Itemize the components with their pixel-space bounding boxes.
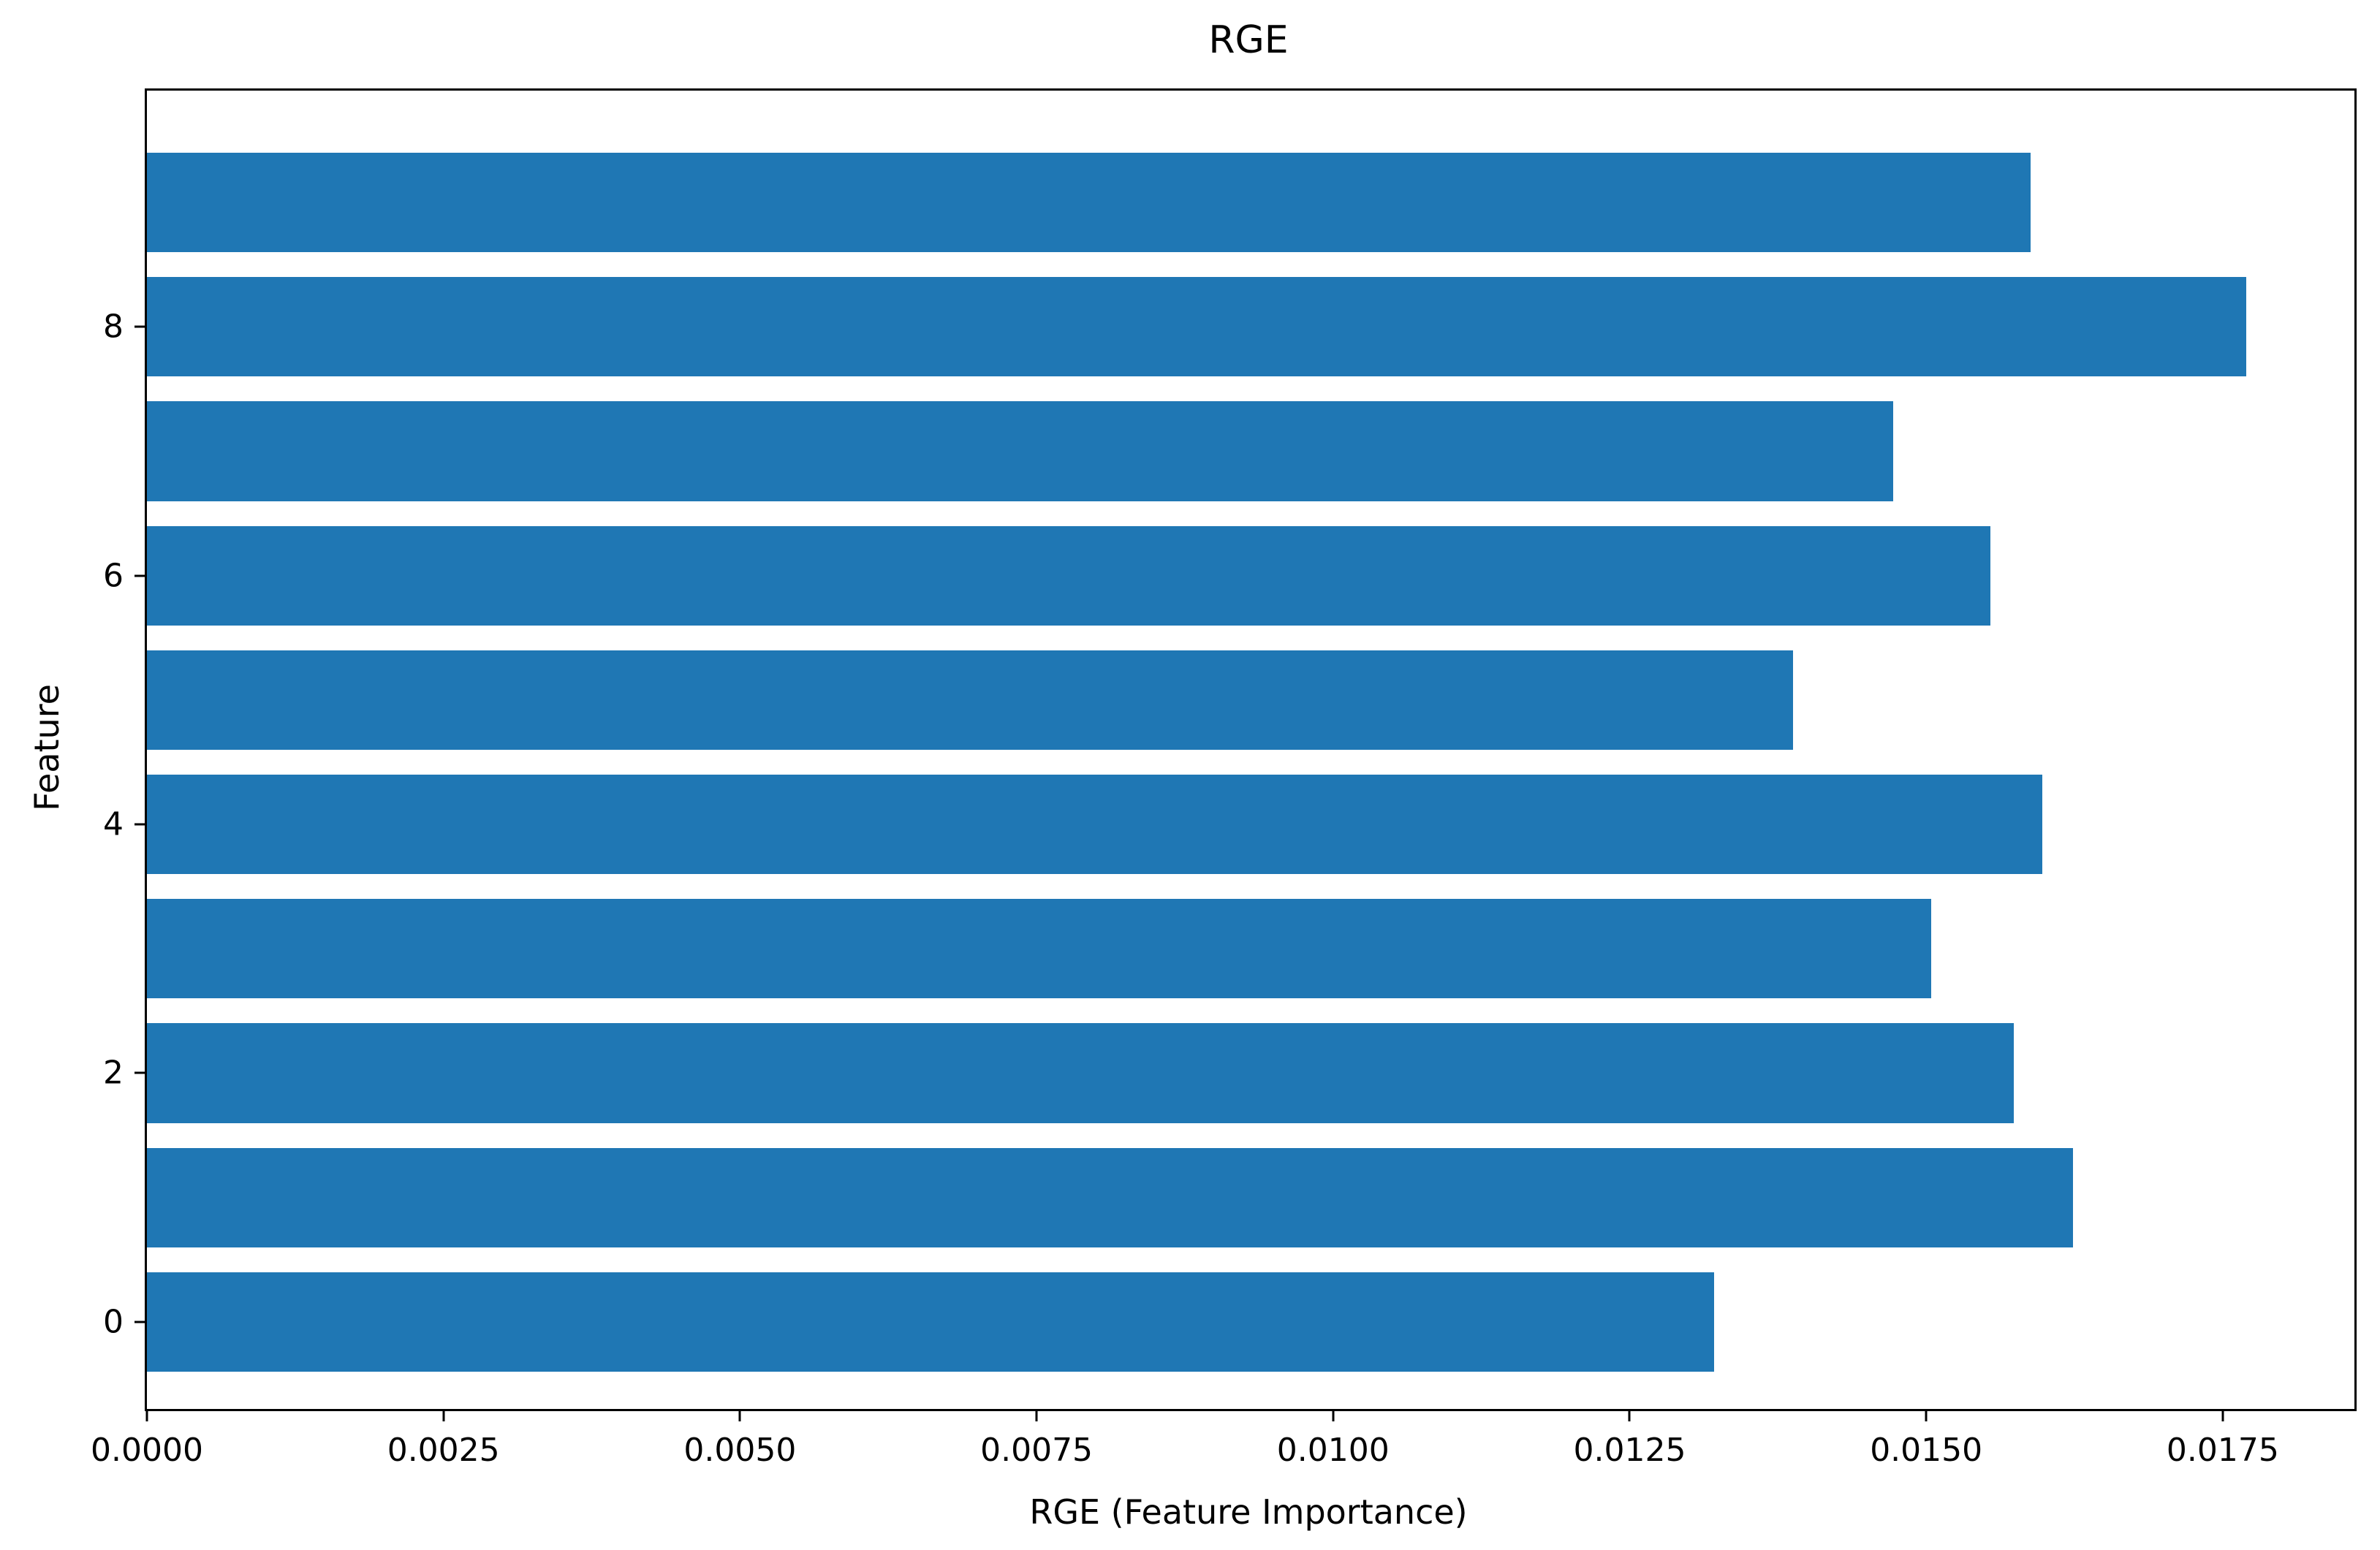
y-tick-mark [134,823,145,826]
bar-feature-7 [147,401,1893,501]
x-tick-mark [442,1411,445,1421]
y-tick-label: 2 [103,1054,124,1092]
bar-feature-5 [147,650,1794,750]
bar-feature-8 [147,277,2247,377]
bar-feature-2 [147,1023,2015,1123]
x-tick-mark [1628,1411,1631,1421]
y-tick-label: 6 [103,557,124,595]
y-axis-label: Feature [27,684,67,811]
x-tick-label: 0.0125 [1573,1432,1686,1469]
y-tick-label: 0 [103,1303,124,1341]
x-tick-mark [1035,1411,1038,1421]
x-tick-label: 0.0150 [1870,1432,1983,1469]
chart-title: RGE [1208,18,1289,62]
x-tick-mark [145,1411,148,1421]
x-tick-mark [1332,1411,1335,1421]
x-tick-label: 0.0075 [980,1432,1094,1469]
bar-feature-9 [147,153,2031,253]
x-tick-label: 0.0050 [683,1432,797,1469]
bar-feature-4 [147,775,2043,875]
y-tick-mark [134,325,145,328]
y-tick-label: 4 [103,805,124,843]
plot-area: 0.0000 0.0025 0.0050 0.0075 0.0100 0.0125 0.01… [91,88,2357,1469]
y-tick-mark [134,574,145,577]
x-tick-label: 0.0000 [91,1432,203,1469]
y-tick-label: 8 [103,308,124,346]
x-tick-label: 0.0025 [387,1432,500,1469]
y-tick-mark [134,1321,145,1323]
bar-feature-1 [147,1147,2074,1247]
bar-feature-6 [147,525,1990,626]
x-tick-label: 0.0175 [2166,1432,2279,1469]
x-axis-label: RGE (Feature Importance) [1029,1492,1468,1532]
x-tick-label: 0.0100 [1276,1432,1390,1469]
y-tick-mark [134,1071,145,1074]
x-tick-mark [738,1411,741,1421]
x-tick-mark [2221,1411,2224,1421]
bar-feature-0 [147,1272,1714,1372]
x-tick-mark [1925,1411,1928,1421]
bar-feature-3 [147,899,1931,999]
